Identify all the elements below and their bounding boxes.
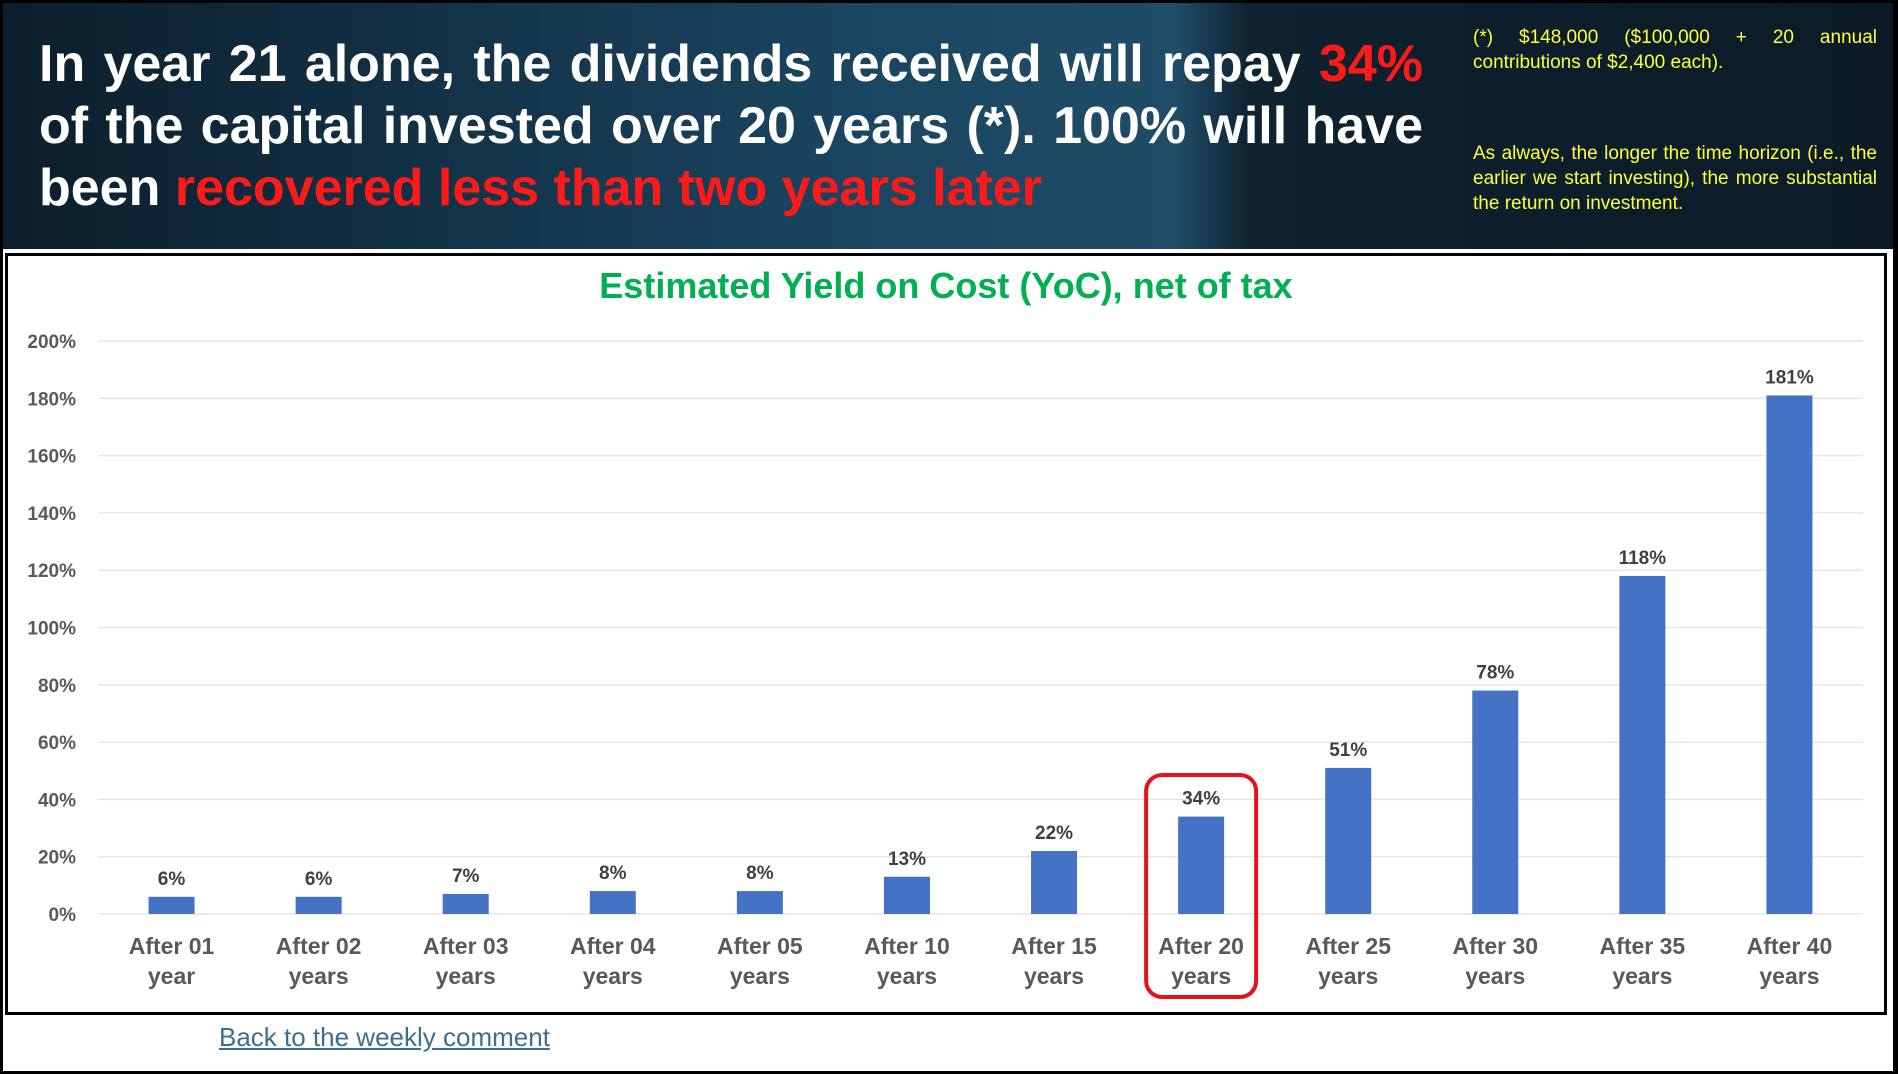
x-tick-label: years — [1612, 963, 1672, 989]
x-tick-label: years — [877, 963, 937, 989]
chart-container: Estimated Yield on Cost (YoC), net of ta… — [5, 253, 1887, 1015]
bar — [148, 896, 195, 914]
y-tick-label: 120% — [27, 561, 76, 582]
x-tick-label: After 02 — [276, 933, 362, 959]
bar — [589, 891, 636, 914]
headline-highlight: 34% — [1318, 35, 1423, 93]
value-label: 118% — [1619, 548, 1667, 569]
value-label: 7% — [452, 866, 480, 887]
side-note-footnote: (*) $148,000 ($100,000 + 20 annual contr… — [1473, 27, 1877, 73]
value-label: 13% — [888, 849, 926, 870]
value-label: 181% — [1765, 367, 1814, 388]
x-tick-label: years — [1171, 963, 1231, 989]
headline-banner: In year 21 alone, the dividends received… — [3, 3, 1893, 249]
x-tick-label: years — [1465, 963, 1525, 989]
value-label: 6% — [158, 869, 186, 890]
y-tick-label: 100% — [27, 619, 76, 640]
highlight — [1144, 773, 1259, 999]
x-tick-label: years — [436, 963, 496, 989]
x-tick-label: years — [289, 963, 349, 989]
value-label: 51% — [1329, 740, 1367, 761]
headline-red: recovered less than two years later — [174, 159, 1042, 217]
headline: In year 21 alone, the dividends received… — [39, 33, 1423, 219]
x-tick-label: After 03 — [423, 933, 509, 959]
bar — [1619, 575, 1666, 914]
y-tick-label: 20% — [38, 848, 76, 869]
y-tick-label: 60% — [38, 733, 76, 754]
bar — [1766, 395, 1813, 914]
value-label: 8% — [599, 863, 627, 884]
bar — [1031, 850, 1078, 914]
bar — [1472, 690, 1519, 914]
value-label: 22% — [1035, 823, 1073, 844]
x-tick-label: years — [1318, 963, 1378, 989]
x-axis: After 01 year After 02 years After 03 years Af… — [129, 933, 1833, 989]
chart-title: Estimated Yield on Cost (YoC), net of ta… — [599, 265, 1292, 306]
x-tick-label: years — [1024, 963, 1084, 989]
headline-mid: of the capital invested over 20 years (*… — [39, 97, 1423, 217]
x-tick-label: After 20 — [1158, 933, 1244, 959]
y-tick-label: 80% — [38, 676, 76, 697]
y-tick-label: 180% — [27, 389, 76, 410]
value-label: 78% — [1476, 663, 1514, 684]
bar — [295, 896, 342, 914]
highlight-box — [1144, 773, 1259, 999]
yoc-bar-chart: Estimated Yield on Cost (YoC), net of ta… — [27, 265, 1863, 999]
y-tick-label: 140% — [27, 504, 76, 525]
y-tick-label: 40% — [38, 790, 76, 811]
y-axis: 0% 20% 40% 60% 80% 100% 120% 140% 160% 180% 200% — [27, 332, 76, 926]
x-tick-label: After 01 — [129, 933, 215, 959]
y-tick-label: 0% — [49, 905, 77, 926]
x-tick-label: years — [730, 963, 790, 989]
back-to-weekly-comment-link[interactable]: Back to the weekly comment — [219, 1022, 550, 1052]
x-tick-label: year — [148, 963, 195, 989]
bar — [736, 891, 783, 914]
x-tick-label: After 15 — [1011, 933, 1097, 959]
x-tick-label: After 10 — [864, 933, 950, 959]
bars — [148, 395, 1813, 914]
value-label: 6% — [305, 869, 333, 890]
x-tick-label: years — [1759, 963, 1819, 989]
headline-pre: In year 21 alone, the dividends received… — [39, 35, 1319, 93]
value-label: 34% — [1182, 789, 1220, 810]
value-label: 8% — [746, 863, 774, 884]
bar — [883, 876, 930, 914]
bar — [442, 893, 489, 914]
y-tick-label: 200% — [27, 332, 76, 353]
value-labels: 6% 6% 7% 8% 8% 13% 22% 34% 51% 78% 118% 181% — [158, 367, 1814, 889]
x-tick-label: After 05 — [717, 933, 803, 959]
x-tick-label: After 35 — [1600, 933, 1686, 959]
y-tick-label: 160% — [27, 447, 76, 468]
bar — [1325, 767, 1372, 914]
x-tick-label: After 30 — [1452, 933, 1538, 959]
x-tick-label: After 25 — [1305, 933, 1391, 959]
x-tick-label: years — [583, 963, 643, 989]
x-tick-label: After 40 — [1747, 933, 1833, 959]
side-note-horizon: As always, the longer the time horizon (… — [1473, 143, 1877, 214]
gridlines — [98, 340, 1863, 915]
bar — [1178, 816, 1225, 914]
x-tick-label: After 04 — [570, 933, 656, 959]
